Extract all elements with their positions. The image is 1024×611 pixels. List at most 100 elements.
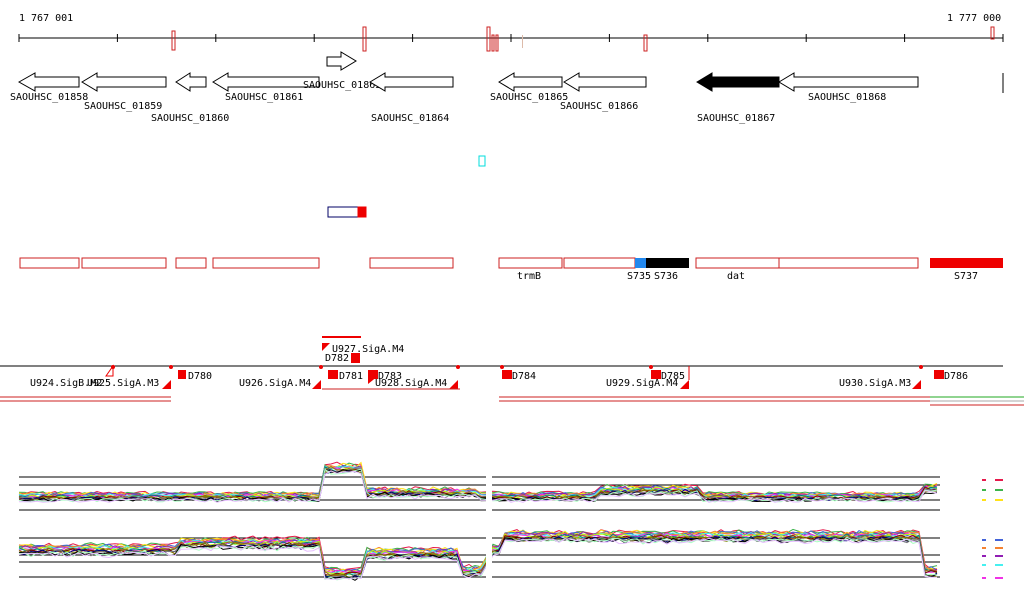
gene-arrow-01868[interactable]: SAOUHSC_01868	[778, 72, 919, 103]
feature-label-U925: U925.SigA.M3	[87, 378, 159, 389]
annotation-box[interactable]	[212, 257, 320, 269]
feature-dot	[456, 365, 460, 369]
expression-line	[18, 461, 938, 496]
gene-arrow-01866[interactable]: SAOUHSC_01866	[560, 72, 647, 112]
gene-arrow-01861[interactable]: SAOUHSC_01861	[212, 72, 320, 103]
gene-label: SAOUHSC_01867	[697, 113, 775, 124]
expression-panel-bottom	[18, 528, 940, 581]
annotation-box[interactable]	[19, 257, 80, 269]
ruler-marker	[495, 34, 499, 52]
annotation-label-S736: S736	[654, 271, 678, 282]
feature-dot	[319, 365, 323, 369]
expression-lines-top	[18, 461, 938, 503]
feature-label-U929: U929.SigA.M4	[606, 378, 678, 389]
ruler-marker	[491, 34, 495, 52]
segment-box[interactable]	[327, 206, 367, 218]
feature-flag[interactable]	[368, 376, 378, 384]
gene-label: SAOUHSC_01868	[808, 92, 886, 103]
gene-label: SAOUHSC_01860	[151, 113, 229, 124]
expression-line	[18, 530, 938, 575]
annotation-box[interactable]	[778, 257, 919, 269]
gene-arrow-01859[interactable]: SAOUHSC_01859	[81, 72, 167, 112]
gene-label: SAOUHSC_01865	[490, 92, 568, 103]
ruler	[18, 26, 1004, 52]
gene-arrow-01860[interactable]: SAOUHSC_01860	[151, 72, 229, 124]
gene-label: SAOUHSC_01863	[303, 80, 381, 91]
annotation-box[interactable]	[81, 257, 167, 269]
expression-line	[18, 537, 938, 580]
feature-label-U927: U927.SigA.M4	[332, 344, 404, 355]
expression-lines-bottom	[18, 528, 938, 581]
annotation-box-S735[interactable]	[635, 258, 646, 268]
gene-track: SAOUHSC_01858 SAOUHSC_01859 SAOUHSC_0186…	[10, 51, 1004, 124]
feature-label-D785: D785	[661, 371, 685, 382]
gene-arrow-01863[interactable]: SAOUHSC_01863	[303, 51, 381, 91]
gene-arrow-01867[interactable]: SAOUHSC_01867	[696, 72, 780, 124]
annotation-track: trmB S735 S736 dat S737	[19, 257, 1003, 282]
expression-panel-top	[18, 461, 940, 511]
ruler-start-label: 1 767 001	[19, 13, 74, 24]
ruler-marker	[171, 30, 176, 51]
feature-flag[interactable]	[322, 343, 330, 351]
feature-label-D783: D783	[378, 371, 402, 382]
feature-flag[interactable]	[680, 380, 689, 389]
gene-arrow-01858[interactable]: SAOUHSC_01858	[10, 72, 88, 103]
feature-label-U924: U924.SigB.M2	[30, 378, 102, 389]
annotation-box-trmB[interactable]	[498, 257, 563, 269]
expression-line	[18, 466, 938, 498]
ruler-end-label: 1 777 000	[947, 13, 1002, 24]
feature-label-U928: U928.SigA.M4	[375, 378, 447, 389]
feature-flag[interactable]	[449, 380, 458, 389]
feature-label-D784: D784	[512, 371, 536, 382]
ruler-marker	[990, 26, 995, 40]
annotation-box[interactable]	[369, 257, 454, 269]
feature-dot	[169, 365, 173, 369]
feature-label-D782: D782	[325, 353, 349, 364]
feature-block[interactable]	[178, 370, 186, 379]
feature-label-D786: D786	[944, 371, 968, 382]
gene-label: SAOUHSC_01864	[371, 113, 449, 124]
coverage-track	[0, 388, 1024, 406]
feature-track: U927.SigA.M4 D782 U924.SigB.M2 U925.SigA…	[0, 336, 1003, 389]
feature-block[interactable]	[351, 353, 360, 363]
feature-flag[interactable]	[162, 380, 171, 389]
expression-line	[18, 470, 938, 503]
annotation-box-S737[interactable]	[930, 258, 1003, 268]
annotation-label-trmB: trmB	[517, 271, 541, 282]
gene-arrow-01864[interactable]: SAOUHSC_01864	[369, 72, 454, 124]
annotation-box[interactable]	[175, 257, 207, 269]
feature-dot	[649, 365, 653, 369]
feature-dot	[500, 365, 504, 369]
gene-arrow-01865[interactable]: SAOUHSC_01865	[490, 72, 568, 103]
cyan-marker[interactable]	[478, 155, 486, 167]
ruler-marker	[522, 35, 523, 48]
ruler-marker	[643, 34, 648, 52]
annotation-label-S735: S735	[627, 271, 651, 282]
annotation-label-S737: S737	[954, 271, 978, 282]
annotation-label-dat: dat	[727, 271, 745, 282]
feature-block[interactable]	[502, 370, 512, 379]
gene-label: SAOUHSC_01866	[560, 101, 638, 112]
gene-label: SAOUHSC_01859	[84, 101, 162, 112]
gene-label: SAOUHSC_01861	[225, 92, 303, 103]
feature-label-U930: U930.SigA.M3	[839, 378, 911, 389]
feature-block[interactable]	[328, 370, 338, 379]
ruler-ticks	[18, 34, 1004, 42]
ruler-marker	[486, 26, 491, 52]
panel-gap	[486, 470, 492, 600]
feature-block[interactable]	[934, 370, 944, 379]
gene-label: SAOUHSC_01858	[10, 92, 88, 103]
expression-line	[18, 461, 938, 497]
feature-block[interactable]	[368, 370, 378, 379]
annotation-box-S736[interactable]	[646, 258, 689, 268]
feature-block[interactable]	[651, 370, 661, 379]
feature-flag[interactable]	[312, 380, 321, 389]
feature-bracket	[105, 364, 114, 377]
expression-panels	[18, 461, 1003, 600]
feature-label-D781: D781	[339, 371, 363, 382]
annotation-box[interactable]	[563, 257, 636, 269]
feature-flag[interactable]	[912, 380, 921, 389]
annotation-box-dat[interactable]	[695, 257, 780, 269]
